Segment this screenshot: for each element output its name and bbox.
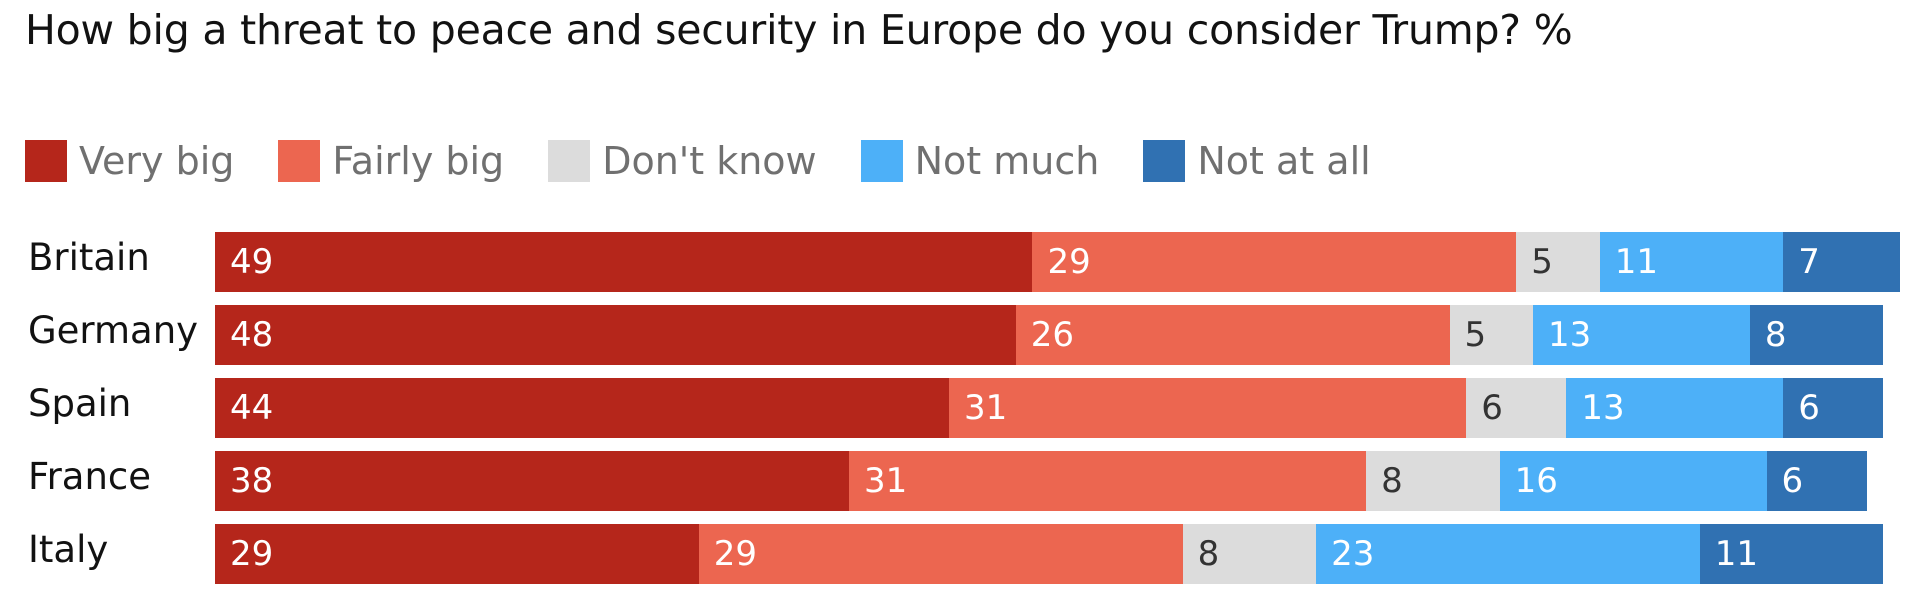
bar-britain-very-big [215, 232, 1033, 292]
data-label-italy-fairly-big: 29 [713, 534, 758, 574]
chart-title: How big a threat to peace and security i… [25, 6, 1573, 54]
bar-britain-not-at-all [1783, 232, 1900, 292]
data-label-france-don-t-know: 8 [1381, 461, 1403, 501]
bar-germany-not-much [1532, 305, 1750, 365]
data-label-britain-very-big: 49 [230, 242, 274, 282]
data-label-britain-not-much: 11 [1614, 242, 1658, 282]
legend-swatch-dont-know [548, 140, 591, 182]
category-label-spain: Spain [28, 382, 132, 425]
bar-germany-fairly-big [1015, 305, 1450, 365]
bar-germany-not-at-all [1749, 305, 1884, 365]
legend-item-very-big: Very big [25, 139, 234, 183]
bar-britain-don-t-know [1516, 232, 1600, 292]
category-label-italy: Italy [28, 528, 109, 571]
category-label-germany: Germany [28, 309, 199, 352]
data-label-france-very-big: 38 [230, 461, 274, 501]
legend-label-fairly-big: Fairly big [332, 139, 505, 183]
bar-spain-fairly-big [949, 378, 1467, 438]
bar-spain-don-t-know [1466, 378, 1567, 438]
bar-germany-very-big [215, 305, 1016, 365]
data-label-britain-not-at-all: 7 [1798, 242, 1820, 282]
data-label-spain-very-big: 44 [230, 388, 274, 428]
legend-swatch-fairly-big [278, 140, 321, 182]
legend-label-not-at-all: Not at all [1197, 139, 1371, 183]
data-label-france-not-at-all: 6 [1781, 461, 1804, 501]
legend-item-not-much: Not much [860, 139, 1100, 183]
data-label-britain-don-t-know: 5 [1531, 242, 1553, 282]
legend-swatch-not-at-all [1143, 140, 1186, 182]
data-label-france-fairly-big: 31 [863, 461, 908, 501]
bar-france-don-t-know [1366, 451, 1500, 511]
legend-item-dont-know: Don't know [548, 139, 817, 183]
data-label-italy-don-t-know: 8 [1197, 534, 1220, 574]
category-label-britain: Britain [28, 236, 150, 279]
legend-label-very-big: Very big [79, 139, 235, 183]
bar-italy-not-much [1316, 524, 1700, 584]
bar-spain-not-at-all [1783, 378, 1884, 438]
data-label-france-not-much: 16 [1514, 461, 1558, 501]
legend-item-not-at-all: Not at all [1143, 139, 1371, 183]
legend: Very big Fairly big Don't know Not much … [25, 138, 1415, 184]
bar-germany-don-t-know [1449, 305, 1533, 365]
bar-france-not-much [1499, 451, 1767, 511]
legend-label-not-much: Not much [914, 139, 1100, 183]
data-label-italy-not-at-all: 11 [1714, 534, 1759, 574]
bar-spain-not-much [1566, 378, 1784, 438]
legend-label-dont-know: Don't know [602, 139, 817, 183]
legend-swatch-not-much [860, 140, 903, 182]
bar-italy-fairly-big [698, 524, 1183, 584]
bar-italy-not-at-all [1699, 524, 1884, 584]
data-label-germany-very-big: 48 [230, 315, 274, 355]
bar-britain-fairly-big [1032, 232, 1517, 292]
bar-france-very-big [215, 451, 849, 511]
category-label-france: France [28, 455, 152, 498]
data-label-germany-fairly-big: 26 [1030, 315, 1075, 355]
legend-item-fairly-big: Fairly big [278, 139, 504, 183]
bar-france-fairly-big [848, 451, 1367, 511]
legend-swatch-very-big [25, 140, 67, 182]
bar-britain-not-much [1599, 232, 1784, 292]
data-label-germany-don-t-know: 5 [1464, 315, 1487, 355]
bar-italy-don-t-know [1182, 524, 1317, 584]
data-label-germany-not-much: 13 [1547, 315, 1592, 355]
bar-france-not-at-all [1766, 451, 1867, 511]
bar-spain-very-big [215, 378, 950, 438]
data-label-italy-very-big: 29 [230, 534, 274, 574]
data-label-spain-not-much: 13 [1581, 388, 1625, 428]
data-label-spain-fairly-big: 31 [964, 388, 1008, 428]
data-label-britain-fairly-big: 29 [1047, 242, 1091, 282]
data-label-italy-not-much: 23 [1331, 534, 1375, 574]
data-label-germany-not-at-all: 8 [1764, 315, 1787, 355]
data-label-spain-don-t-know: 6 [1481, 388, 1503, 428]
data-label-spain-not-at-all: 6 [1798, 388, 1820, 428]
bar-italy-very-big [215, 524, 699, 584]
